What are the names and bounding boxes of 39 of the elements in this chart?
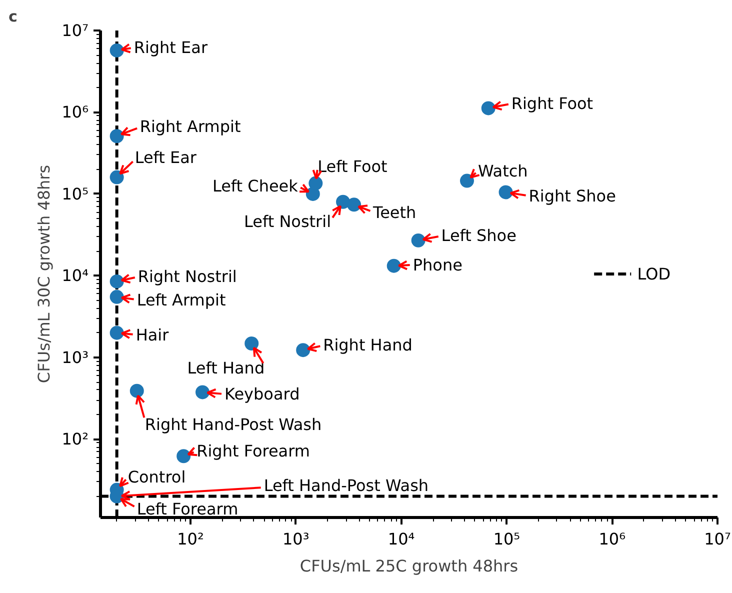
annotation: Phone — [412, 255, 462, 274]
annotation: Keyboard — [224, 384, 300, 404]
x-tick-label: 10⁴ — [388, 530, 415, 548]
annotation: Right Foot — [511, 94, 594, 113]
y-tick-label: 10⁶ — [62, 102, 89, 122]
annotation: Right Forearm — [196, 442, 310, 461]
annotation: Left Hand-Post Wash — [264, 476, 429, 495]
annotation: Teeth — [372, 203, 416, 222]
y-tick-label: 10² — [62, 430, 89, 449]
x-axis-title: CFUs/mL 25C growth 48hrs — [300, 556, 518, 576]
annotation: Right Ear — [134, 38, 208, 57]
annotation: Control — [128, 468, 186, 487]
annotation: Right Hand — [323, 336, 412, 355]
annotation: Left Ear — [134, 148, 197, 168]
annotation: Left Hand — [187, 358, 265, 378]
annotation: Right Nostril — [138, 267, 237, 286]
annotation: Left Nostril — [244, 212, 332, 232]
y-axis-title: CFUs/mL 30C growth 48hrs — [34, 164, 54, 384]
x-tick-label: 10⁵ — [493, 530, 520, 548]
annotation: Left Shoe — [441, 226, 516, 246]
annotation: Left Armpit — [136, 290, 226, 310]
x-tick-label: 10² — [177, 530, 204, 548]
annotation: Watch — [478, 161, 528, 180]
annotation: Left Cheek — [212, 176, 299, 196]
annotation: Right Armpit — [140, 116, 241, 136]
y-tick-label: 10⁷ — [62, 21, 89, 40]
x-tick-label: 10⁶ — [598, 530, 626, 548]
annotation: Right Shoe — [528, 186, 616, 206]
x-tick-label: 10³ — [282, 530, 310, 548]
legend-label: LOD — [637, 264, 671, 284]
annotation: Left Forearm — [136, 500, 238, 519]
annotation: Left Foot — [318, 157, 388, 176]
y-tick-label: 10⁴ — [62, 266, 89, 286]
x-tick-label: 10⁷ — [704, 530, 731, 548]
chart-title: c — [8, 8, 18, 26]
annotation: Hair — [136, 325, 170, 344]
annotation: Right Hand-Post Wash — [144, 414, 322, 434]
y-tick-label: 10³ — [62, 348, 89, 367]
y-tick-label: 10⁵ — [62, 184, 89, 204]
